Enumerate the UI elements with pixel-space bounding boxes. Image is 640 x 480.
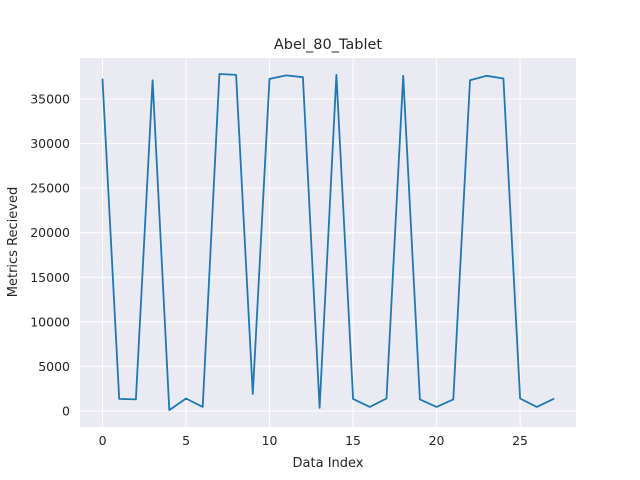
x-tick-label: 20 bbox=[429, 433, 445, 448]
y-tick-label: 10000 bbox=[30, 314, 70, 329]
x-tick-label: 25 bbox=[512, 433, 528, 448]
x-tick-label: 5 bbox=[182, 433, 190, 448]
y-axis-label: Metrics Recieved bbox=[6, 187, 21, 297]
y-axis-ticks: 0 5000 10000 15000 20000 25000 30000 35000 bbox=[30, 92, 70, 419]
y-tick-label: 20000 bbox=[30, 225, 70, 240]
y-tick-label: 0 bbox=[62, 403, 70, 418]
y-tick-label: 15000 bbox=[30, 270, 70, 285]
chart-title: Abel_80_Tablet bbox=[274, 37, 383, 53]
y-tick-label: 25000 bbox=[30, 181, 70, 196]
series-line bbox=[101, 73, 555, 412]
x-axis-label: Data Index bbox=[293, 456, 364, 471]
x-tick-label: 10 bbox=[262, 433, 278, 448]
x-tick-label: 0 bbox=[99, 433, 107, 448]
y-tick-label: 35000 bbox=[30, 92, 70, 107]
y-tick-label: 5000 bbox=[38, 359, 70, 374]
y-tick-label: 30000 bbox=[30, 136, 70, 151]
series-lines bbox=[101, 73, 555, 412]
x-tick-label: 15 bbox=[345, 433, 361, 448]
x-axis-ticks: 0 5 10 15 20 25 bbox=[99, 433, 528, 448]
